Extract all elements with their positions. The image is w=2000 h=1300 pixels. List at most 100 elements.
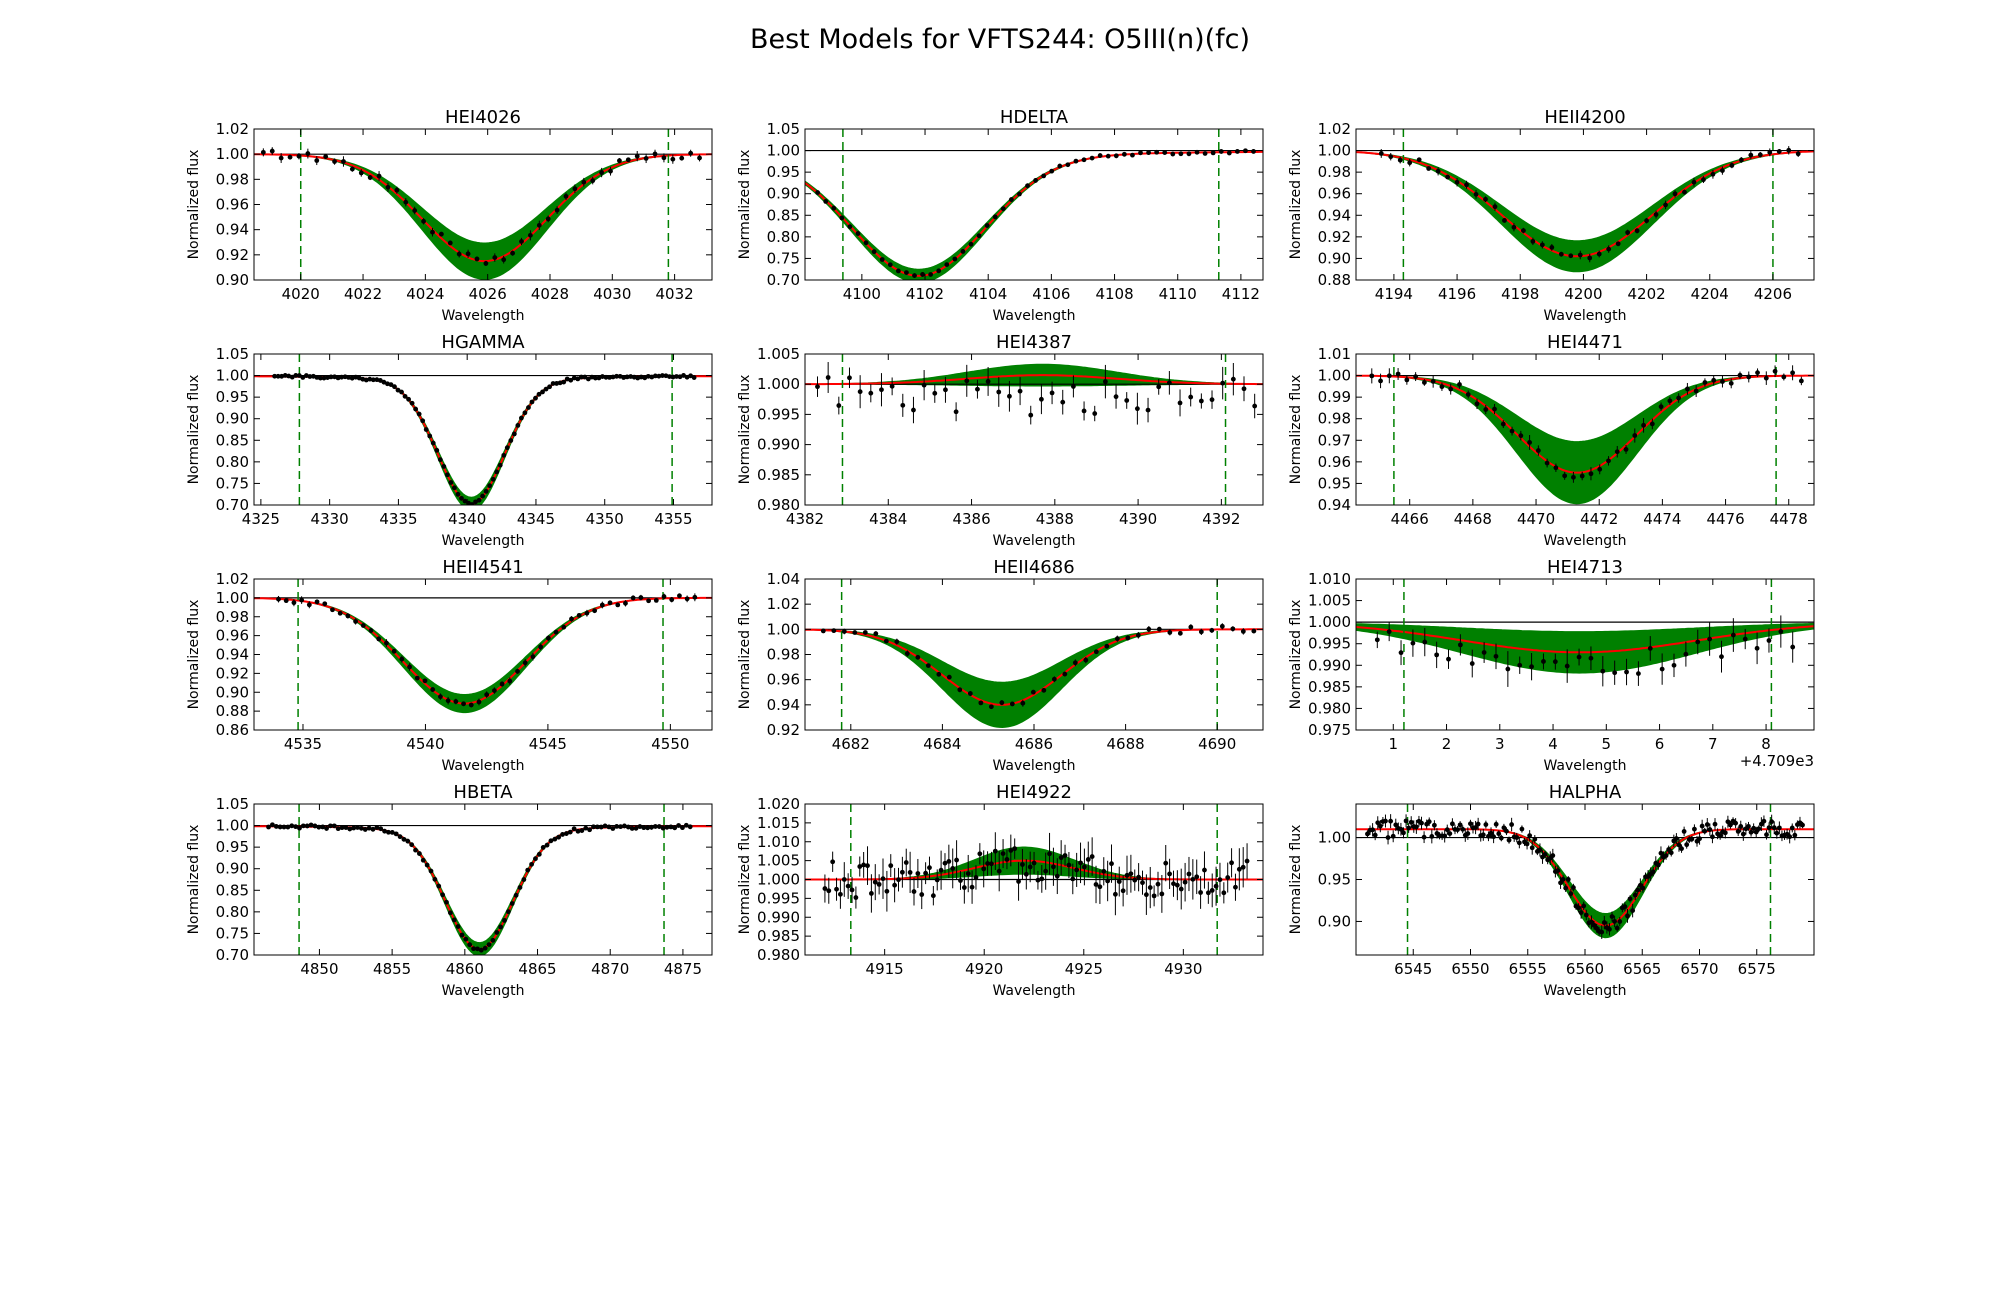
data-point: [1625, 230, 1631, 235]
data-point: [382, 828, 387, 834]
y-tick-label: 0.98: [1318, 163, 1351, 181]
data-point: [873, 631, 879, 637]
data-point: [847, 224, 853, 230]
data-point: [1717, 833, 1723, 838]
data-point: [1684, 386, 1690, 392]
panel-hei4922: 4915 4920 4925 49300.9800.9850.9900.9951.00…: [737, 782, 1264, 999]
data-point: [428, 868, 434, 874]
best-model-line: [254, 596, 712, 705]
data-point: [907, 869, 913, 875]
x-axis-label: Wavelength: [1543, 308, 1626, 324]
data-point: [1753, 829, 1759, 835]
data-point: [1369, 373, 1375, 379]
data-point: [1198, 398, 1204, 404]
x-tick-label: 7: [1708, 735, 1718, 753]
data-point: [508, 438, 514, 443]
data-point: [277, 824, 283, 830]
best-model-line: [805, 628, 1263, 706]
panel-title: HALPHA: [1549, 782, 1622, 803]
data-point: [1527, 833, 1533, 838]
y-axis-label: Normalized flux: [186, 150, 202, 260]
data-point: [610, 826, 616, 831]
y-tick-label: 0.995: [757, 889, 800, 907]
data-point: [614, 823, 620, 829]
y-tick-label: 1.010: [757, 833, 800, 851]
data-point: [1023, 871, 1029, 877]
data-point: [1093, 649, 1099, 655]
data-point: [1145, 407, 1151, 413]
data-point: [1710, 834, 1715, 840]
data-point: [1504, 828, 1509, 834]
data-point: [1560, 876, 1566, 882]
data-point: [463, 936, 469, 942]
data-point: [465, 251, 471, 257]
data-point: [367, 175, 373, 180]
data-point: [599, 170, 605, 175]
panel-hei4471: 4466 4468 4470 4472 4474 4476 4478 0.94 0.95 0.96…: [1288, 332, 1815, 549]
x-tick-label: 4386: [952, 510, 990, 528]
data-point: [1761, 818, 1767, 824]
data-point: [1632, 892, 1638, 898]
data-point: [1740, 831, 1746, 837]
y-tick-label: 0.985: [757, 466, 800, 484]
data-point: [556, 834, 562, 840]
x-tick-label: 4865: [518, 960, 556, 978]
data-point: [486, 942, 492, 947]
data-point: [1120, 888, 1126, 894]
data-point: [1136, 874, 1142, 880]
data-point: [406, 396, 411, 402]
data-point: [670, 374, 676, 380]
x-tick-label: 4686: [1015, 735, 1053, 753]
data-point: [483, 488, 489, 494]
data-point: [490, 476, 496, 482]
data-point: [1378, 378, 1383, 384]
data-point: [617, 158, 622, 164]
data-point: [1483, 407, 1489, 412]
data-point: [1004, 857, 1010, 862]
data-point: [1429, 833, 1435, 839]
x-tick-label: 4540: [406, 735, 444, 753]
data-point: [529, 861, 534, 867]
data-point: [1719, 654, 1724, 660]
data-point: [521, 877, 527, 882]
data-point: [1738, 157, 1744, 163]
x-tick-label: 4: [1548, 735, 1558, 753]
data-point: [1607, 926, 1612, 932]
data-point: [820, 628, 826, 634]
y-tick-label: 1.04: [767, 570, 800, 588]
y-tick-label: 1.005: [757, 852, 800, 870]
data-point: [1623, 447, 1629, 452]
data-point: [1430, 379, 1436, 384]
data-point: [1755, 370, 1760, 376]
data-point: [868, 891, 874, 896]
y-tick-label: 0.97: [1318, 431, 1351, 449]
data-point: [300, 823, 306, 829]
data-point: [1625, 913, 1630, 919]
y-tick-label: 0.98: [216, 608, 249, 626]
x-tick-label: 4384: [869, 510, 907, 528]
data-point: [567, 829, 573, 835]
data-point: [973, 875, 979, 880]
data-point: [438, 694, 443, 700]
data-point: [447, 910, 453, 916]
data-point: [1058, 855, 1064, 861]
data-point: [1693, 388, 1699, 394]
data-point: [1488, 830, 1494, 836]
data-point: [676, 823, 681, 828]
data-point: [1210, 150, 1216, 156]
plot-area: [254, 354, 712, 505]
data-point: [1198, 629, 1204, 635]
data-point: [349, 166, 355, 172]
data-point: [416, 411, 422, 417]
y-tick-label: 1.000: [757, 375, 800, 393]
data-point: [399, 389, 404, 395]
y-tick-label: 1.00: [1318, 142, 1351, 160]
y-tick-label: 0.95: [1318, 474, 1351, 492]
data-point: [413, 406, 419, 412]
data-point: [946, 858, 952, 864]
data-point: [1128, 871, 1134, 877]
x-tick-label: 4930: [1164, 960, 1202, 978]
data-point: [1182, 879, 1188, 885]
x-tick-label: 4382: [786, 510, 824, 528]
data-point: [1421, 380, 1427, 385]
